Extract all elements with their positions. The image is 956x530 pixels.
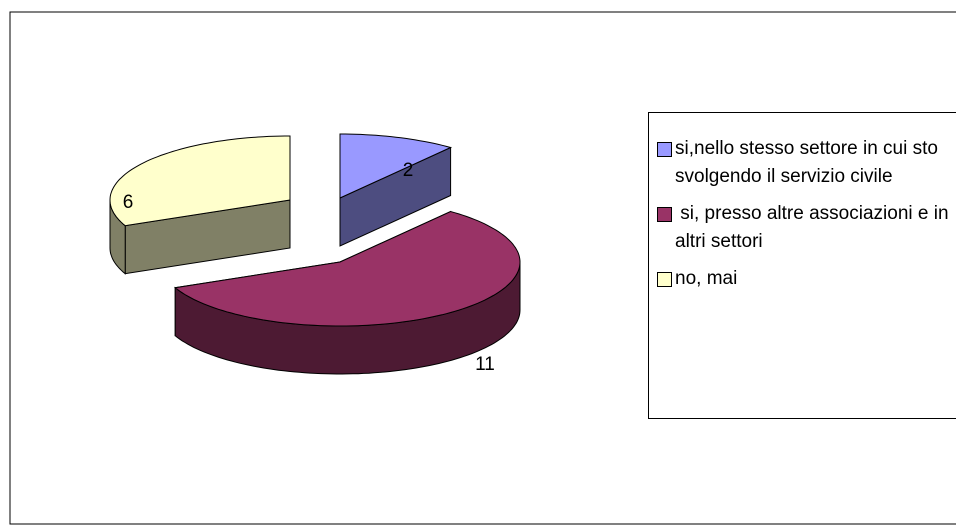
slice-top xyxy=(109,135,291,227)
legend-item: no, mai xyxy=(657,265,956,293)
data-label: 11 xyxy=(475,354,495,375)
legend-label: si,nello stesso settore in cui sto svolg… xyxy=(675,138,944,187)
slice-top xyxy=(173,210,521,327)
data-label: 6 xyxy=(123,192,134,213)
legend-item: si, presso altre associazioni e in altri… xyxy=(657,200,956,256)
legend-label: si, presso altre associazioni e in altri… xyxy=(675,203,954,252)
slice-top xyxy=(339,133,453,199)
legend-swatch xyxy=(657,142,672,157)
legend-item: si,nello stesso settore in cui sto svolg… xyxy=(657,135,956,191)
legend: si,nello stesso settore in cui sto svolg… xyxy=(648,112,956,419)
pie-slice xyxy=(339,133,453,247)
legend-label: no, mai xyxy=(675,268,738,289)
data-label: 2 xyxy=(403,160,414,181)
legend-swatch xyxy=(657,207,672,222)
pie-slice xyxy=(109,135,291,275)
pie-slice xyxy=(173,210,521,375)
chart-frame xyxy=(9,11,956,525)
legend-swatch xyxy=(657,272,672,287)
